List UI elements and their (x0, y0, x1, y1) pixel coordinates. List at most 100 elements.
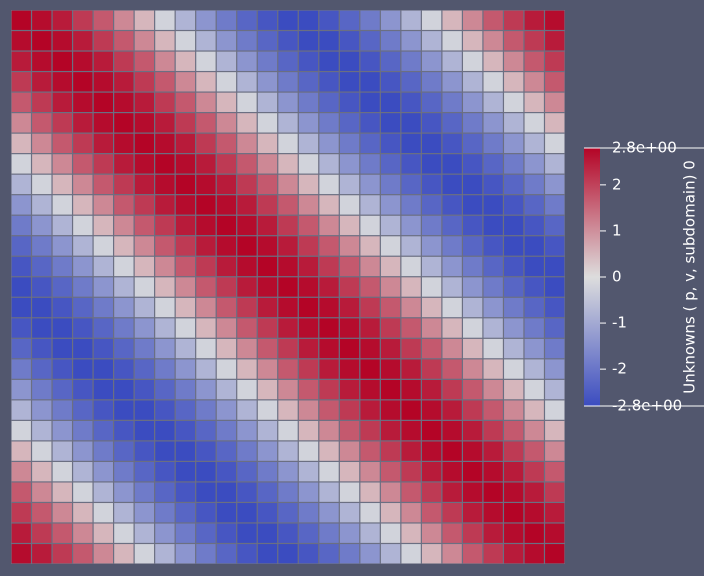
cell (524, 31, 544, 51)
cell (360, 462, 380, 482)
cell (32, 359, 52, 379)
cell (380, 195, 401, 215)
cell (319, 195, 339, 215)
cell (73, 441, 93, 461)
cell (175, 133, 196, 154)
cell (319, 379, 339, 400)
cell (11, 113, 31, 133)
cell (237, 277, 257, 297)
cell (114, 92, 134, 112)
cell (114, 297, 134, 318)
cell (114, 72, 134, 92)
cell (380, 256, 401, 277)
cell (545, 297, 565, 318)
cell (175, 277, 196, 297)
cell (175, 379, 196, 400)
cell (524, 113, 544, 133)
cell (237, 359, 257, 379)
cell (298, 174, 319, 195)
cell (298, 92, 319, 112)
cell (216, 236, 237, 256)
cell (339, 10, 360, 30)
cell (463, 236, 483, 256)
cell (257, 236, 278, 256)
cell (134, 113, 155, 133)
cell (257, 31, 278, 51)
cell (442, 482, 462, 502)
cell (196, 400, 216, 420)
cell (360, 51, 380, 71)
cell (524, 10, 544, 30)
cell (93, 113, 113, 133)
cell (380, 31, 401, 51)
cell (278, 523, 298, 543)
cell (257, 318, 278, 338)
cell (401, 195, 421, 215)
cell (32, 215, 52, 236)
cell (298, 256, 319, 277)
cell (278, 503, 298, 523)
cell (319, 297, 339, 318)
cell (257, 400, 278, 420)
cell (339, 420, 360, 441)
cell (237, 92, 257, 112)
cell (401, 523, 421, 543)
colorbar-tick-label: 2.8e+00 (612, 139, 677, 157)
cell (73, 236, 93, 256)
cell (11, 133, 31, 154)
cell (360, 359, 380, 379)
cell (504, 174, 524, 195)
cell (237, 133, 257, 154)
cell (257, 10, 278, 30)
cell (360, 420, 380, 441)
cell (442, 51, 462, 71)
colorbar-tick-label: 2 (612, 175, 622, 193)
cell (52, 277, 72, 297)
cell (463, 462, 483, 482)
cell (257, 297, 278, 318)
cell (380, 420, 401, 441)
cell (175, 441, 196, 461)
cell (237, 154, 257, 174)
cell (114, 482, 134, 502)
cell (11, 441, 31, 461)
cell (524, 174, 544, 195)
cell (196, 482, 216, 502)
cell (32, 523, 52, 543)
cell (278, 297, 298, 318)
cell (545, 544, 565, 564)
heatmap (11, 10, 565, 564)
cell (257, 379, 278, 400)
cell (401, 297, 421, 318)
cell (155, 297, 175, 318)
cell (504, 10, 524, 30)
cell (380, 379, 401, 400)
cell (196, 544, 216, 564)
cell (339, 544, 360, 564)
cell (380, 297, 401, 318)
cell (483, 441, 503, 461)
cell (114, 133, 134, 154)
cell (319, 113, 339, 133)
cell (504, 277, 524, 297)
cell (339, 277, 360, 297)
cell (155, 482, 175, 502)
cell (73, 400, 93, 420)
cell (175, 51, 196, 71)
cell (504, 462, 524, 482)
cell (483, 154, 503, 174)
cell (93, 51, 113, 71)
cell (401, 482, 421, 502)
cell (360, 31, 380, 51)
cell (155, 133, 175, 154)
cell (463, 318, 483, 338)
cell (339, 379, 360, 400)
cell (421, 503, 442, 523)
cell (114, 31, 134, 51)
cell (319, 215, 339, 236)
cell (545, 72, 565, 92)
cell (155, 256, 175, 277)
cell (196, 523, 216, 543)
cell (196, 10, 216, 30)
cell (463, 215, 483, 236)
